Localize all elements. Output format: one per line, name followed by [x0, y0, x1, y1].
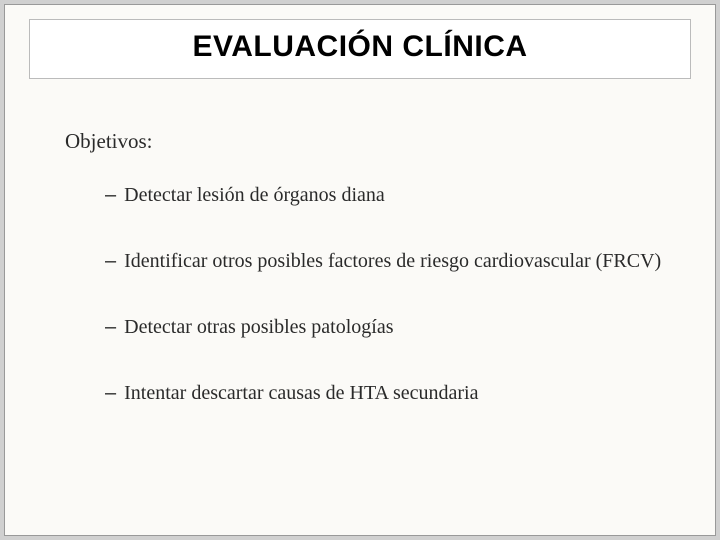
- list-item-text: Detectar otras posibles patologías: [124, 311, 393, 343]
- list-item-text: Detectar lesión de órganos diana: [124, 179, 385, 211]
- slide-title: EVALUACIÓN CLÍNICA: [30, 30, 690, 64]
- bullet-dash-icon: –: [105, 179, 116, 211]
- list-item: – Detectar otras posibles patologías: [105, 311, 675, 343]
- bullet-dash-icon: –: [105, 311, 116, 343]
- bullet-dash-icon: –: [105, 245, 116, 277]
- bullet-dash-icon: –: [105, 377, 116, 409]
- list-item-text: Intentar descartar causas de HTA secunda…: [124, 377, 478, 409]
- list-item: – Detectar lesión de órganos diana: [105, 179, 675, 211]
- content-area: Objetivos: – Detectar lesión de órganos …: [65, 125, 675, 409]
- list-item-text: Identificar otros posibles factores de r…: [124, 245, 661, 277]
- list-item: – Intentar descartar causas de HTA secun…: [105, 377, 675, 409]
- list-item: – Identificar otros posibles factores de…: [105, 245, 675, 277]
- objectives-heading: Objetivos:: [65, 125, 675, 159]
- title-box: EVALUACIÓN CLÍNICA: [29, 19, 691, 79]
- slide-container: EVALUACIÓN CLÍNICA Objetivos: – Detectar…: [4, 4, 716, 536]
